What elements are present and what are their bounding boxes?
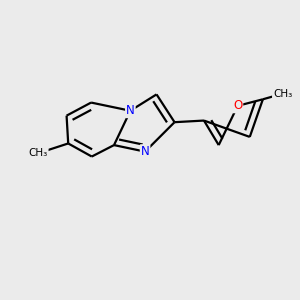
Text: N: N	[126, 104, 135, 117]
Text: CH₃: CH₃	[273, 89, 292, 99]
Text: CH₃: CH₃	[28, 148, 48, 158]
Text: O: O	[233, 99, 242, 112]
Text: N: N	[141, 145, 149, 158]
